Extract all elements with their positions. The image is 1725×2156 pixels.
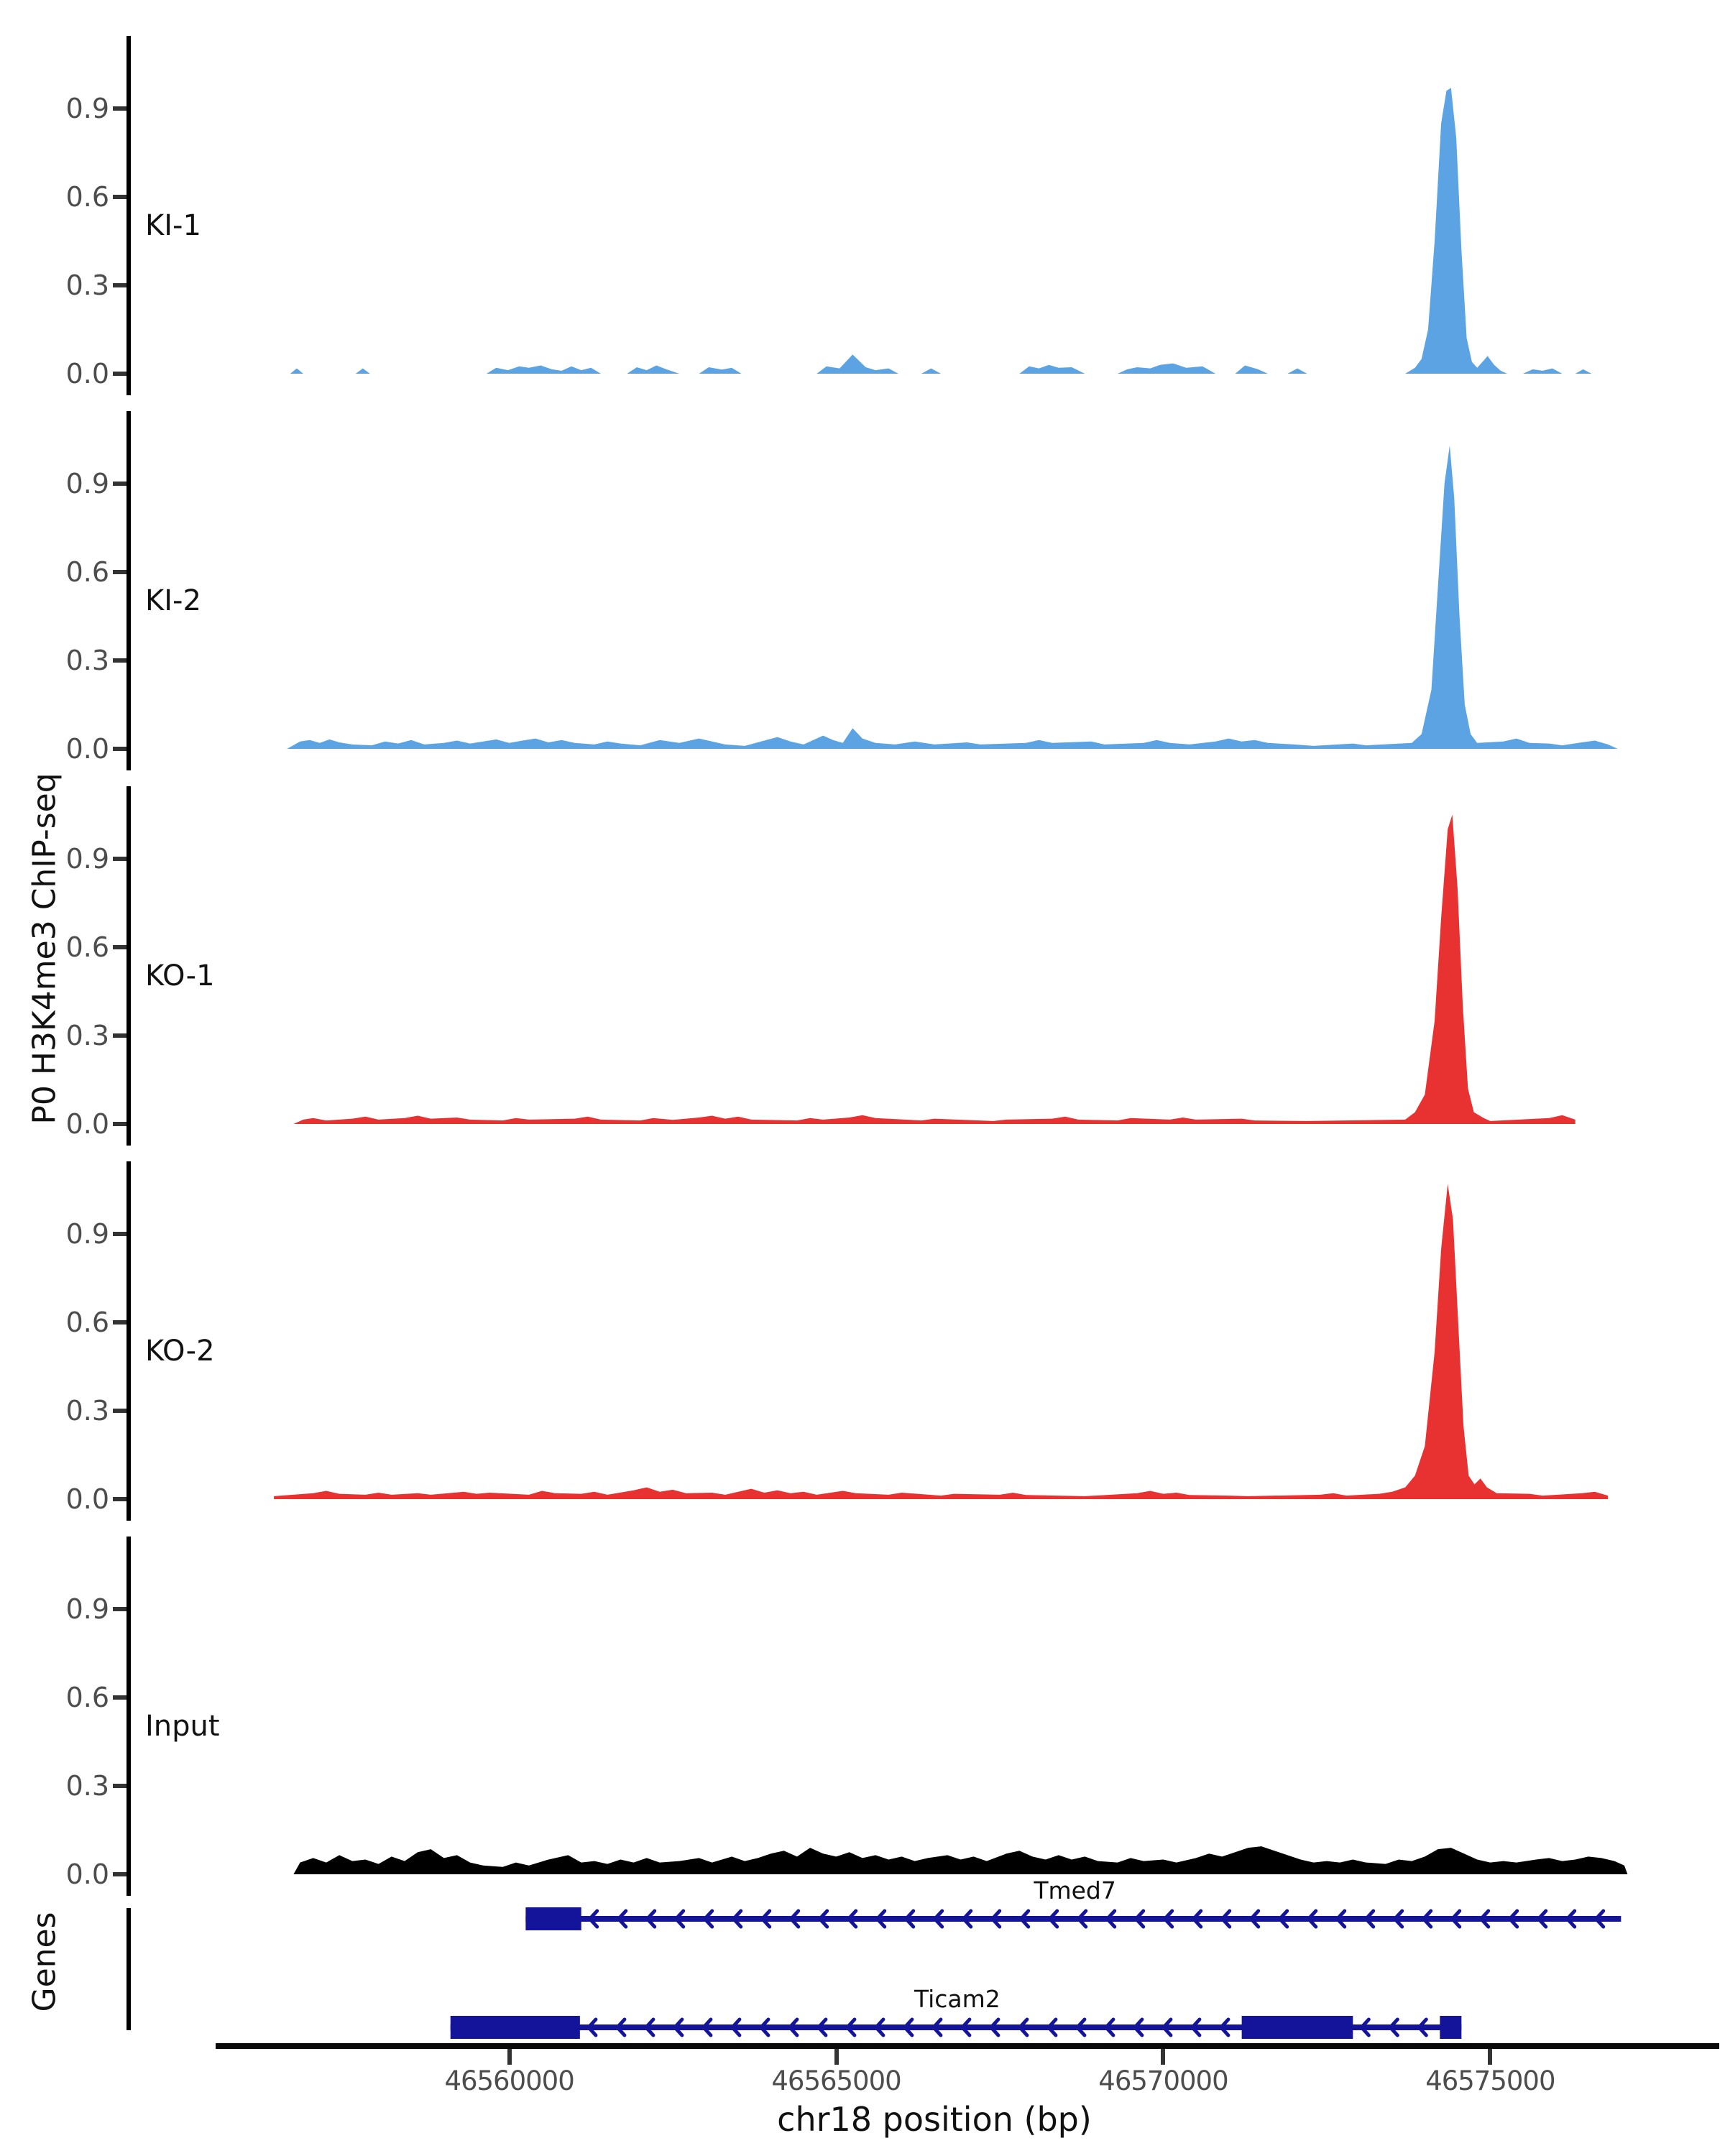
y-tick-mark	[113, 1409, 126, 1413]
y-tick-label: 0.9	[65, 1593, 109, 1625]
gene-exon	[525, 1907, 581, 1930]
y-tick-label: 0.3	[65, 1020, 109, 1051]
gene-name-label: Ticam2	[914, 1985, 1000, 2013]
signal-area-KO-1	[293, 814, 1576, 1124]
x-tick-label: 46565000	[771, 2065, 901, 2096]
track-area-svg	[293, 814, 1576, 1124]
gene-exon	[1241, 2016, 1353, 2039]
y-tick-mark	[113, 658, 126, 663]
y-tick-mark	[113, 1232, 126, 1236]
track-label-KO-2: KO-2	[145, 1335, 215, 1368]
track-area-svg	[274, 1184, 1609, 1499]
y-axis-line	[126, 411, 131, 770]
gene-strand-chevrons	[586, 2017, 1428, 2037]
y-tick-label: 0.0	[65, 1108, 109, 1140]
genes-panel: Tmed7 Ticam2	[450, 1876, 1622, 2039]
y-tick-label: 0.6	[65, 556, 109, 588]
signal-area-KI-2	[287, 445, 1618, 749]
y-tick-label: 0.0	[65, 1483, 109, 1515]
gene-Tmed7: Tmed7	[525, 1876, 1622, 1930]
gene-Ticam2: Ticam2	[450, 1985, 1462, 2039]
gene-strand-chevrons	[587, 1909, 1606, 1929]
y-tick-mark	[113, 195, 126, 199]
y-tick-label: 0.6	[65, 181, 109, 213]
signal-area-KO-2	[274, 1184, 1609, 1499]
genes-panel-axis-line	[126, 1908, 131, 2030]
y-tick-label: 0.9	[65, 843, 109, 875]
y-tick-label: 0.3	[65, 645, 109, 676]
y-tick-label: 0.3	[65, 1770, 109, 1802]
x-tick-label: 46575000	[1425, 2065, 1555, 2096]
x-tick-mark	[1161, 2049, 1166, 2065]
y-tick-mark	[113, 1497, 126, 1501]
x-tick-mark	[507, 2049, 512, 2065]
y-tick-label: 0.9	[65, 468, 109, 499]
y-axis-line	[126, 1537, 131, 1896]
y-tick-mark	[113, 857, 126, 861]
track-label-Input: Input	[145, 1710, 220, 1743]
track-area-svg	[290, 88, 1592, 374]
gene-name-label: Tmed7	[1033, 1876, 1116, 1904]
y-tick-mark	[113, 106, 126, 111]
track-area-svg	[293, 1846, 1628, 1874]
track-label-KO-1: KO-1	[145, 959, 215, 992]
track-panel-Input: 0.0 0.3 0.6 0.9 Input	[0, 1537, 1725, 1896]
track-area-svg	[287, 445, 1618, 749]
y-tick-label: 0.6	[65, 1682, 109, 1713]
y-tick-label: 0.0	[65, 358, 109, 390]
y-axis-line	[126, 36, 131, 395]
y-axis-label-genes: Genes	[26, 1912, 63, 2012]
y-tick-mark	[113, 1607, 126, 1611]
x-tick-mark	[834, 2049, 839, 2065]
y-tick-label: 0.9	[65, 1218, 109, 1250]
y-tick-label: 0.3	[65, 270, 109, 301]
gene-exon	[450, 2016, 580, 2039]
y-tick-mark	[113, 1872, 126, 1876]
signal-area-Input	[293, 1846, 1628, 1874]
y-tick-label: 0.0	[65, 733, 109, 765]
x-tick-mark	[1488, 2049, 1493, 2065]
y-tick-mark	[113, 1122, 126, 1126]
y-tick-mark	[113, 1033, 126, 1038]
track-label-KI-2: KI-2	[145, 584, 201, 617]
y-tick-label: 0.6	[65, 931, 109, 963]
x-tick-label: 46570000	[1098, 2065, 1228, 2096]
gene-exon	[1440, 2016, 1462, 2039]
y-tick-label: 0.0	[65, 1858, 109, 1890]
y-tick-label: 0.3	[65, 1395, 109, 1427]
track-panel-KI-2: 0.0 0.3 0.6 0.9 KI-2	[0, 411, 1725, 770]
track-panel-KI-1: 0.0 0.3 0.6 0.9 KI-1	[0, 36, 1725, 395]
y-tick-mark	[113, 1320, 126, 1325]
y-tick-mark	[113, 747, 126, 751]
y-axis-line	[126, 786, 131, 1146]
y-tick-mark	[113, 570, 126, 574]
y-axis-line	[126, 1161, 131, 1521]
y-tick-label: 0.9	[65, 93, 109, 124]
x-axis-line	[216, 2043, 1719, 2049]
x-axis-title: chr18 position (bp)	[777, 2100, 1092, 2139]
y-tick-mark	[113, 482, 126, 486]
y-tick-mark	[113, 945, 126, 949]
x-tick-label: 46560000	[444, 2065, 574, 2096]
track-panel-KO-1: 0.0 0.3 0.6 0.9 KO-1	[0, 786, 1725, 1146]
y-tick-mark	[113, 1695, 126, 1700]
y-tick-mark	[113, 283, 126, 287]
y-tick-mark	[113, 372, 126, 376]
y-tick-label: 0.6	[65, 1307, 109, 1338]
y-tick-mark	[113, 1784, 126, 1788]
signal-area-KI-1	[290, 88, 1592, 374]
track-panel-KO-2: 0.0 0.3 0.6 0.9 KO-2	[0, 1161, 1725, 1521]
track-label-KI-1: KI-1	[145, 209, 201, 242]
